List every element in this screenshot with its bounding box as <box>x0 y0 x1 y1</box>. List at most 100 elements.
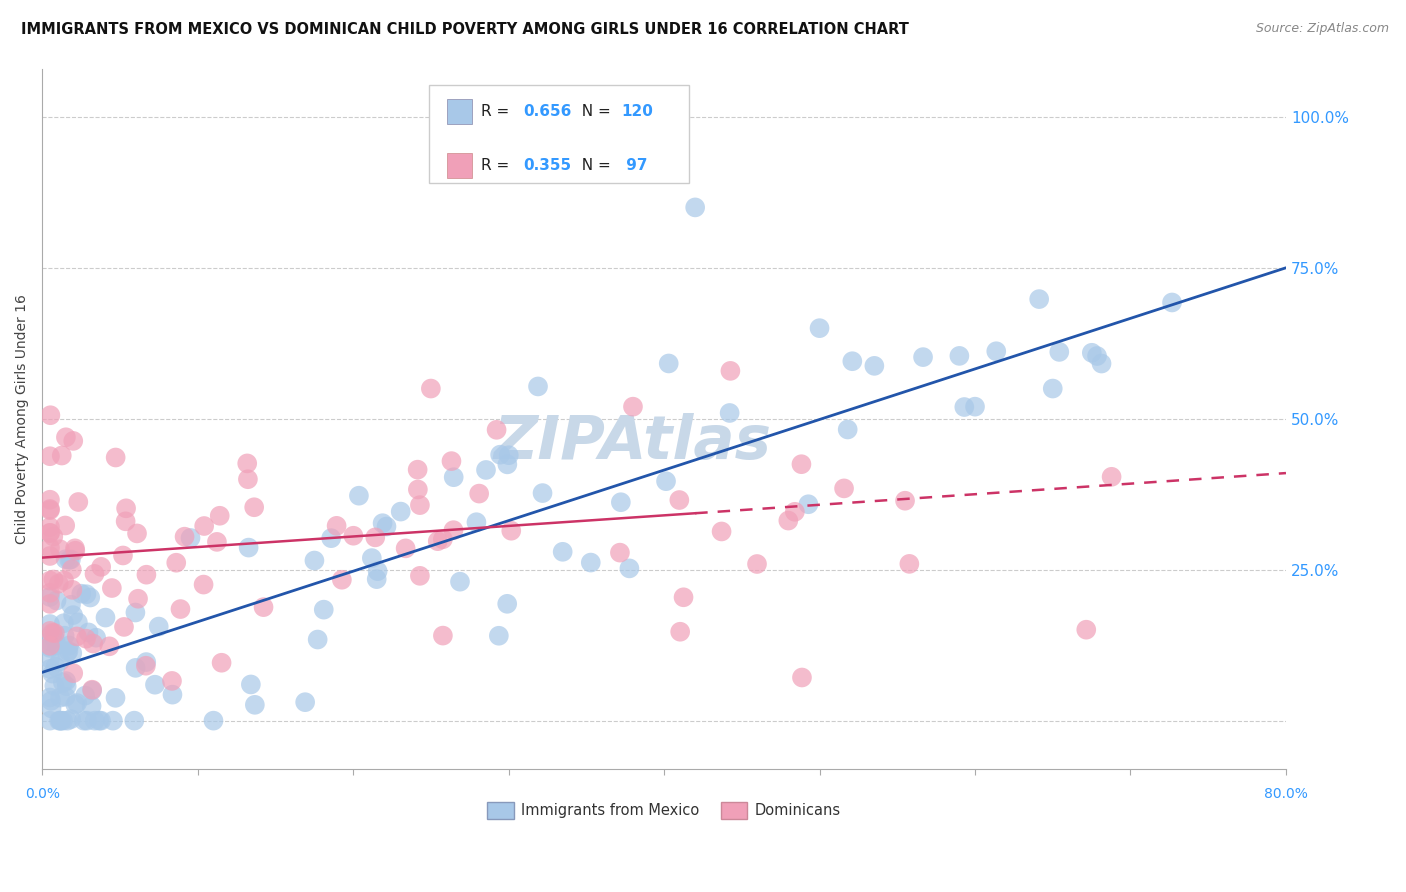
Point <box>432 533 454 547</box>
Point <box>77 625 100 640</box>
Point <box>963 400 986 414</box>
Point <box>169 602 191 616</box>
Text: 0.355: 0.355 <box>523 158 571 172</box>
Point <box>672 591 695 605</box>
Point <box>82 682 104 697</box>
Point <box>49 542 72 557</box>
Point <box>837 422 859 436</box>
Text: 97: 97 <box>621 158 648 172</box>
Point <box>104 450 127 465</box>
Point <box>239 677 262 691</box>
Point <box>52 616 75 631</box>
Point <box>496 458 519 472</box>
Point <box>488 629 510 643</box>
Point <box>58 639 80 653</box>
Point <box>527 379 550 393</box>
Point <box>180 531 202 545</box>
Point <box>610 495 633 509</box>
Text: R =: R = <box>481 158 515 172</box>
Point <box>619 561 641 575</box>
Point <box>66 629 89 643</box>
Point <box>52 714 75 728</box>
Point <box>101 714 124 728</box>
Point <box>496 597 519 611</box>
Point <box>135 655 157 669</box>
Point <box>419 382 441 396</box>
Point <box>55 430 77 444</box>
Point <box>669 624 692 639</box>
Point <box>409 569 432 583</box>
Point <box>49 690 72 705</box>
Point <box>39 541 62 555</box>
Point <box>79 591 101 605</box>
Point <box>45 638 67 652</box>
Y-axis label: Child Poverty Among Girls Under 16: Child Poverty Among Girls Under 16 <box>15 293 30 544</box>
Point <box>39 694 62 708</box>
Point <box>124 661 146 675</box>
Point <box>55 674 77 689</box>
Point <box>778 514 800 528</box>
Point <box>42 573 65 587</box>
Point <box>52 675 75 690</box>
Point <box>62 666 84 681</box>
Point <box>710 524 733 539</box>
Point <box>621 400 644 414</box>
Point <box>127 591 149 606</box>
Point <box>90 559 112 574</box>
Point <box>87 714 110 728</box>
Point <box>321 531 343 545</box>
Text: 80.0%: 80.0% <box>1264 787 1308 801</box>
Point <box>39 526 62 541</box>
Point <box>39 639 62 653</box>
Point <box>360 551 382 566</box>
Point <box>718 364 741 378</box>
Point <box>443 523 465 537</box>
Point <box>1042 382 1064 396</box>
Point <box>841 354 863 368</box>
Point <box>394 541 416 556</box>
Point <box>67 495 90 509</box>
Point <box>44 632 66 646</box>
Point <box>718 406 741 420</box>
Point <box>75 587 97 601</box>
Point <box>294 695 316 709</box>
Point <box>342 529 364 543</box>
Point <box>48 576 70 591</box>
Point <box>112 620 135 634</box>
Point <box>39 574 62 588</box>
Point <box>115 501 138 516</box>
Point <box>104 690 127 705</box>
Point <box>551 545 574 559</box>
Point <box>41 626 63 640</box>
Point <box>304 553 326 567</box>
Point <box>440 454 463 468</box>
Point <box>83 714 105 728</box>
Point <box>193 577 215 591</box>
Point <box>39 662 62 676</box>
Point <box>668 493 690 508</box>
Point <box>307 632 329 647</box>
Point <box>39 520 62 534</box>
Point <box>790 457 813 471</box>
Point <box>162 688 184 702</box>
Point <box>797 497 820 511</box>
Point <box>745 557 768 571</box>
Point <box>1081 345 1104 359</box>
Point <box>60 582 83 597</box>
Text: R =: R = <box>481 104 515 119</box>
Point <box>73 714 96 728</box>
Point <box>953 400 976 414</box>
Point <box>59 552 82 566</box>
Point <box>1028 292 1050 306</box>
Point <box>39 714 62 728</box>
Point <box>364 530 387 544</box>
Point <box>125 526 148 541</box>
Point <box>101 581 124 595</box>
Point <box>39 640 62 655</box>
Point <box>65 698 87 712</box>
Point <box>39 502 62 516</box>
Point <box>1161 295 1184 310</box>
Point <box>501 524 523 538</box>
Point <box>59 598 82 612</box>
Point <box>60 562 83 576</box>
